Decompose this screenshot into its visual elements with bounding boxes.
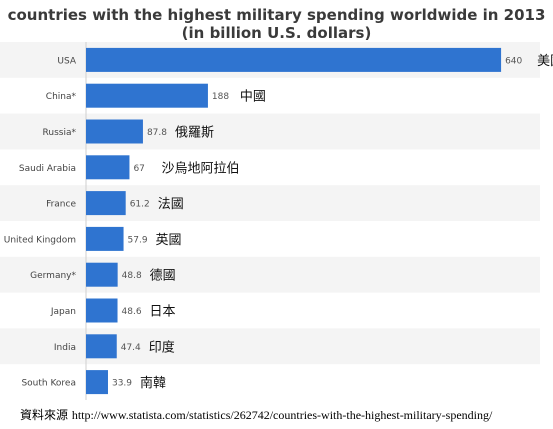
- annotation-label: 俄羅斯: [175, 126, 214, 141]
- row-stripe: [0, 113, 540, 150]
- bar: [86, 298, 118, 323]
- category-label: China*: [46, 92, 77, 102]
- bar: [86, 47, 502, 72]
- value-label: 640: [505, 56, 522, 66]
- annotation-label: 中國: [240, 90, 266, 105]
- bar: [86, 262, 118, 287]
- chart-subtitle: (in billion U.S. dollars): [181, 24, 372, 42]
- category-label: Russia*: [43, 128, 77, 138]
- value-label: 188: [212, 92, 229, 102]
- row-stripe: [0, 185, 540, 221]
- bar: [86, 155, 130, 180]
- bar: [86, 191, 126, 216]
- bar: [86, 370, 108, 395]
- annotation-label: 美國: [537, 54, 553, 69]
- category-label: United Kingdom: [4, 235, 76, 245]
- value-label: 47.4: [121, 343, 141, 353]
- value-label: 87.8: [147, 128, 167, 138]
- value-label: 61.2: [130, 200, 150, 210]
- category-label: India: [54, 343, 76, 353]
- source-label: 資料來源: [20, 408, 69, 422]
- category-label: Japan: [50, 307, 76, 317]
- value-label: 48.8: [122, 271, 142, 281]
- chart-title: countries with the highest military spen…: [7, 6, 546, 24]
- category-label: South Korea: [21, 379, 76, 389]
- row-stripe: [0, 328, 540, 365]
- annotation-label: 法國: [158, 197, 184, 212]
- value-label: 67: [133, 164, 144, 174]
- bar: [86, 226, 124, 251]
- category-label: France: [46, 200, 76, 210]
- category-label: Germany*: [30, 271, 76, 281]
- bar: [86, 119, 143, 144]
- source-url[interactable]: http://www.statista.com/statistics/26274…: [71, 408, 493, 422]
- source-note: 資料來源 http://www.statista.com/statistics/…: [20, 406, 492, 423]
- value-label: 57.9: [128, 235, 148, 245]
- annotation-label: 英國: [156, 233, 182, 248]
- category-label: USA: [57, 56, 76, 66]
- annotation-label: 南韓: [140, 375, 166, 391]
- annotation-label: 德國: [150, 269, 176, 284]
- value-label: 48.6: [122, 307, 142, 317]
- bar: [86, 83, 208, 108]
- value-label: 33.9: [112, 379, 132, 389]
- annotation-label: 印度: [149, 339, 175, 355]
- category-label: Saudi Arabia: [19, 164, 76, 174]
- bar: [86, 334, 117, 359]
- annotation-label: 日本: [150, 305, 176, 320]
- annotation-label: 沙烏地阿拉伯: [161, 160, 239, 176]
- row-stripe: [0, 256, 540, 293]
